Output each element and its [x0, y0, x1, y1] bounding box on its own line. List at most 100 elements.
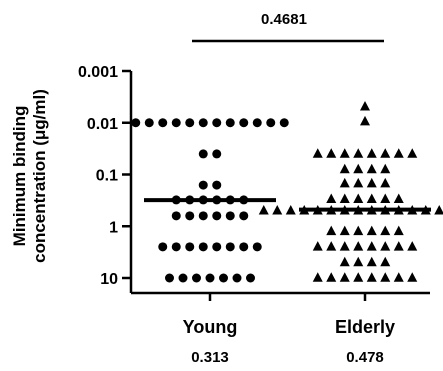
data-point-young	[131, 118, 141, 128]
y-tick-label-1: 0.01	[87, 116, 118, 133]
data-point-elderly	[326, 193, 337, 203]
data-point-elderly	[353, 163, 364, 174]
data-point-young	[239, 242, 249, 252]
data-point-young	[219, 273, 228, 283]
data-point-young	[212, 211, 222, 221]
data-point-elderly	[366, 148, 377, 158]
data-point-young	[158, 118, 168, 128]
data-point-elderly	[366, 256, 377, 267]
data-point-elderly	[393, 241, 404, 251]
category-label-elderly: Elderly	[335, 317, 395, 337]
data-point-elderly	[285, 204, 296, 215]
data-point-elderly	[339, 241, 350, 251]
data-point-elderly	[312, 148, 323, 158]
data-point-young	[266, 118, 276, 128]
data-point-elderly	[339, 225, 350, 236]
data-point-elderly	[272, 204, 283, 215]
data-point-young	[198, 211, 208, 221]
data-point-elderly	[366, 225, 377, 236]
data-point-elderly	[366, 177, 377, 188]
data-point-elderly	[339, 272, 350, 282]
data-point-young	[225, 242, 235, 252]
data-point-elderly	[339, 177, 350, 188]
data-point-elderly	[407, 272, 418, 282]
data-point-elderly	[380, 241, 391, 251]
data-point-elderly	[407, 241, 418, 251]
category-value-young: 0.313	[191, 349, 229, 366]
data-point-elderly	[380, 193, 391, 203]
category-label-young: Young	[183, 317, 238, 337]
data-point-elderly	[339, 148, 350, 158]
data-point-elderly	[380, 177, 391, 188]
data-point-elderly	[326, 272, 337, 282]
category-value-elderly: 0.478	[346, 349, 384, 366]
data-point-elderly	[393, 225, 404, 236]
data-point-elderly	[380, 272, 391, 282]
y-tick-label-0: 0.001	[78, 64, 118, 81]
data-point-elderly	[339, 193, 350, 203]
data-point-elderly	[258, 204, 269, 215]
data-point-elderly	[326, 241, 337, 251]
data-point-elderly	[434, 204, 443, 215]
y-ticks: 0.001 0.01 0.1 1 10	[78, 64, 131, 288]
data-point-young	[212, 149, 222, 159]
data-point-young	[239, 211, 249, 221]
data-point-young	[225, 211, 235, 221]
comparison-p-value: 0.4681	[261, 11, 307, 28]
data-point-elderly	[393, 148, 404, 158]
data-point-young	[198, 149, 208, 159]
y-axis-title-line2: concentration (μg/ml)	[30, 89, 49, 263]
data-point-young	[165, 273, 174, 283]
data-points	[131, 101, 443, 283]
data-point-elderly	[326, 148, 337, 158]
data-point-young	[158, 242, 168, 252]
y-tick-label-2: 0.1	[96, 168, 118, 185]
y-tick-label-4: 10	[100, 271, 118, 288]
data-point-elderly	[366, 193, 377, 203]
y-tick-label-3: 1	[109, 219, 118, 236]
data-point-elderly	[366, 241, 377, 251]
data-point-elderly	[360, 101, 370, 111]
y-axis-title-line1: Minimum binding	[10, 106, 29, 247]
data-point-young	[205, 273, 215, 283]
data-point-elderly	[366, 163, 377, 174]
data-point-elderly	[380, 163, 391, 174]
median-lines	[144, 198, 431, 212]
data-point-young	[185, 211, 195, 221]
data-point-elderly	[380, 256, 391, 267]
data-point-young	[252, 118, 262, 128]
data-point-young	[185, 242, 195, 252]
data-point-elderly	[353, 177, 364, 188]
data-point-elderly	[353, 193, 364, 203]
data-point-young	[212, 242, 222, 252]
data-point-young	[185, 118, 195, 128]
data-point-elderly	[366, 272, 377, 282]
data-point-young	[171, 211, 181, 221]
data-point-young	[144, 118, 154, 128]
data-point-elderly	[407, 148, 418, 158]
data-point-young	[279, 118, 289, 128]
data-point-young	[246, 273, 255, 283]
data-point-young	[225, 118, 235, 128]
data-point-elderly	[339, 163, 350, 174]
data-point-elderly	[353, 272, 364, 282]
data-point-elderly	[312, 241, 323, 251]
data-point-young	[212, 180, 222, 190]
data-point-young	[198, 180, 208, 190]
data-point-elderly	[353, 256, 364, 267]
data-point-elderly	[393, 193, 404, 203]
data-point-elderly	[353, 241, 364, 251]
data-point-elderly	[312, 272, 323, 282]
data-point-young	[239, 118, 249, 128]
data-point-elderly	[380, 148, 391, 158]
data-point-young	[198, 118, 208, 128]
data-point-young	[252, 242, 262, 252]
data-point-young	[212, 118, 222, 128]
data-point-young	[171, 118, 181, 128]
data-point-young	[192, 273, 201, 283]
data-point-young	[178, 273, 188, 283]
data-point-elderly	[360, 115, 370, 126]
data-point-elderly	[353, 225, 364, 236]
data-point-young	[198, 242, 208, 252]
